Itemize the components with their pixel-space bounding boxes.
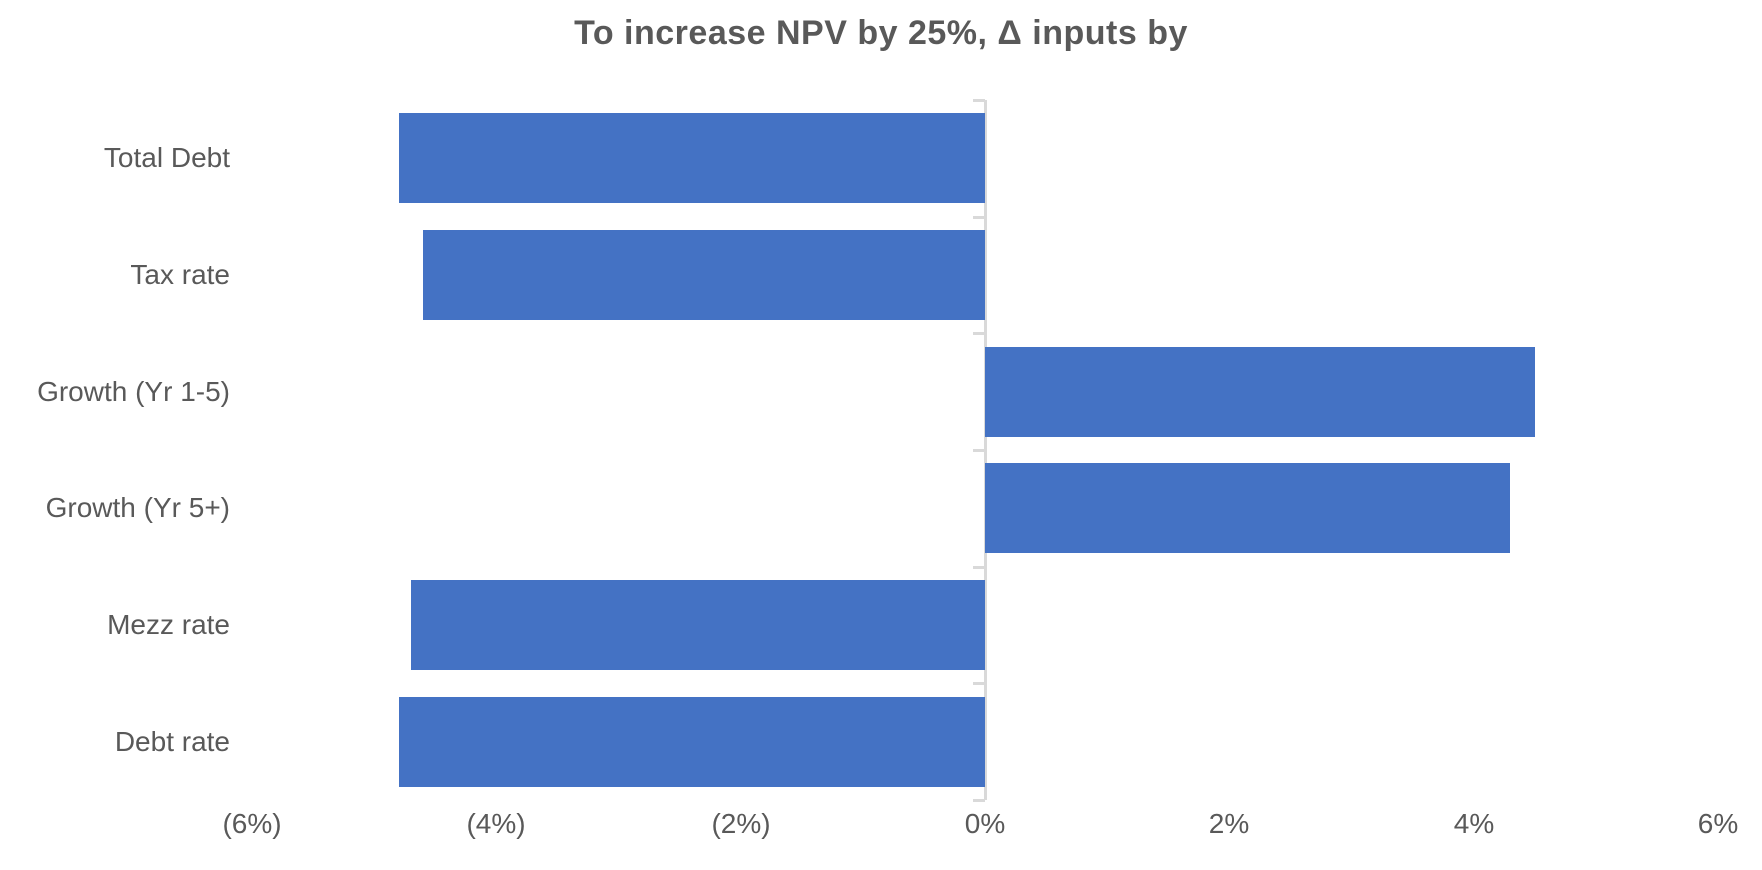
x-axis-tick-label: 0% [964, 808, 1006, 839]
bar-tax-rate [423, 230, 985, 320]
x-axis-tick-label: 2% [1208, 808, 1250, 839]
bar-total-debt [399, 113, 985, 203]
axis-tick-mark [973, 332, 985, 335]
category-axis-line [984, 100, 987, 800]
bar-mezz-rate [411, 580, 985, 670]
category-label: Tax rate [130, 259, 230, 290]
x-axis-tick-label: (6%) [222, 808, 282, 839]
category-label: Mezz rate [107, 609, 230, 640]
bar-growth-yr-5 [985, 463, 1510, 553]
axis-tick-mark [973, 799, 985, 802]
x-axis-tick-label: 6% [1697, 808, 1739, 839]
axis-tick-mark [973, 566, 985, 569]
x-axis-tick-label: (2%) [711, 808, 771, 839]
x-axis-tick-label: 4% [1453, 808, 1495, 839]
category-label: Total Debt [103, 142, 230, 173]
category-label: Growth (Yr 5+) [45, 492, 230, 523]
x-axis-tick-label: (4%) [466, 808, 526, 839]
chart-title: To increase NPV by 25%, Δ inputs by [574, 14, 1188, 52]
bar-growth-yr-1-5 [985, 347, 1535, 437]
bar-debt-rate [399, 697, 985, 787]
axis-tick-mark [973, 99, 985, 102]
category-label: Debt rate [114, 726, 230, 757]
category-label: Growth (Yr 1-5) [37, 376, 230, 407]
axis-tick-mark [973, 216, 985, 219]
axis-tick-mark [973, 682, 985, 685]
axis-tick-mark [973, 449, 985, 452]
